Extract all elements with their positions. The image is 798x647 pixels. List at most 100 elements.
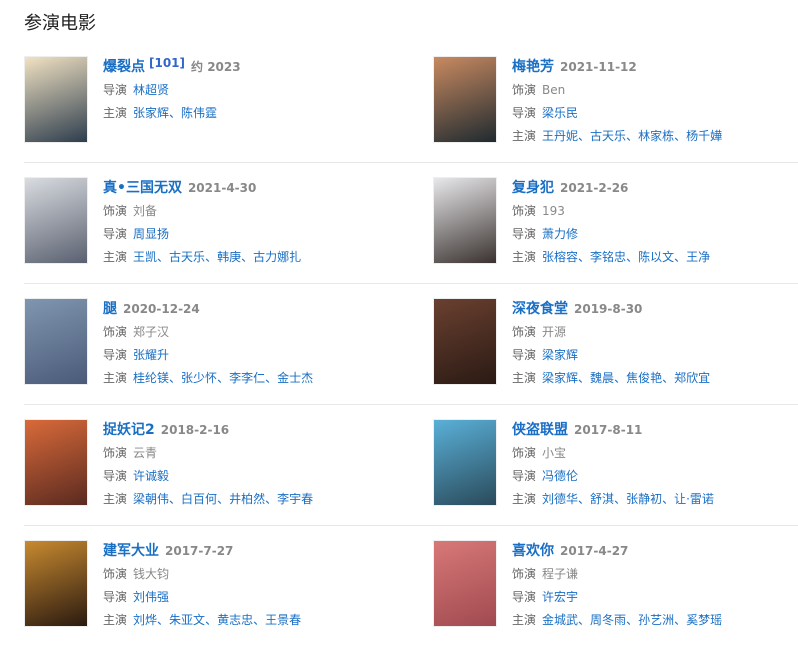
- star-link[interactable]: 刘烨: [133, 613, 158, 627]
- movie-title-link[interactable]: 梅艳芳: [512, 59, 554, 75]
- director-link[interactable]: 梁家辉: [542, 348, 579, 362]
- star-link[interactable]: 让·雷诺: [674, 492, 714, 506]
- star-link[interactable]: 梁朝伟: [133, 492, 170, 506]
- movie-title-link[interactable]: 捉妖记2: [103, 422, 155, 438]
- movie-title-link[interactable]: 喜欢你: [512, 543, 554, 559]
- role-label: 饰演: [103, 325, 128, 339]
- star-link[interactable]: 王丹妮: [542, 129, 579, 143]
- director-link[interactable]: 梁乐民: [542, 106, 579, 120]
- star-link[interactable]: 王净: [686, 250, 711, 264]
- movie-poster[interactable]: [433, 540, 497, 627]
- star-link[interactable]: 古天乐: [169, 250, 206, 264]
- separator: 、: [662, 371, 675, 385]
- star-link[interactable]: 孙艺洲: [638, 613, 675, 627]
- movie-item: 复身犯 2021-2-26 饰演 193 导演 萧力修 主演 张榕容、李铭忠、陈以文、王净: [433, 163, 798, 284]
- separator: 、: [169, 492, 182, 506]
- separator: 、: [626, 250, 639, 264]
- star-link[interactable]: 李铭忠: [590, 250, 627, 264]
- star-link[interactable]: 王凯: [133, 250, 158, 264]
- star-link[interactable]: 黄志忠: [217, 613, 254, 627]
- star-link[interactable]: 古天乐: [590, 129, 627, 143]
- director-link[interactable]: 许宏宇: [542, 590, 579, 604]
- director-label: 导演: [103, 227, 128, 241]
- star-link[interactable]: 金城武: [542, 613, 579, 627]
- star-link[interactable]: 王景春: [265, 613, 302, 627]
- director-label: 导演: [512, 590, 537, 604]
- release-date: 2021-4-30: [187, 181, 257, 195]
- movie-poster[interactable]: [433, 177, 497, 264]
- director-link[interactable]: 萧力修: [542, 227, 579, 241]
- star-link[interactable]: 舒淇: [590, 492, 615, 506]
- star-link[interactable]: 杨千嬅: [686, 129, 723, 143]
- movie-title-link[interactable]: 腿: [103, 301, 117, 317]
- starring-label: 主演: [512, 129, 537, 143]
- star-link[interactable]: 韩庚: [217, 250, 242, 264]
- director-link[interactable]: 周显扬: [133, 227, 170, 241]
- star-link[interactable]: 古力娜扎: [253, 250, 302, 264]
- movie-poster[interactable]: [433, 56, 497, 143]
- movie-title-link[interactable]: 爆裂点: [103, 59, 145, 75]
- star-link[interactable]: 金士杰: [277, 371, 314, 385]
- star-link[interactable]: 周冬雨: [590, 613, 627, 627]
- role-value: 开源: [542, 325, 567, 339]
- star-link[interactable]: 白百何: [181, 492, 218, 506]
- star-link[interactable]: 朱亚文: [169, 613, 206, 627]
- star-link[interactable]: 桂纶镁: [133, 371, 170, 385]
- movie-title-link[interactable]: 真•三国无双: [103, 180, 182, 196]
- star-link[interactable]: 刘德华: [542, 492, 579, 506]
- separator: 、: [578, 613, 591, 627]
- movie-title-link[interactable]: 深夜食堂: [512, 301, 568, 317]
- star-link[interactable]: 林家栋: [638, 129, 675, 143]
- separator: 、: [253, 613, 266, 627]
- star-link[interactable]: 李李仁: [229, 371, 266, 385]
- separator: 、: [626, 613, 639, 627]
- star-link[interactable]: 张少怀: [181, 371, 218, 385]
- movie-poster[interactable]: [24, 56, 88, 143]
- movie-poster[interactable]: [24, 419, 88, 506]
- star-link[interactable]: 井柏然: [229, 492, 266, 506]
- star-link[interactable]: 陈以文: [638, 250, 675, 264]
- star-link[interactable]: 梁家辉: [542, 371, 579, 385]
- movie-poster[interactable]: [433, 419, 497, 506]
- separator: 、: [169, 106, 182, 120]
- separator: 、: [662, 492, 675, 506]
- role-label: 饰演: [103, 567, 128, 581]
- starring-label: 主演: [512, 250, 537, 264]
- star-link[interactable]: 张家辉: [133, 106, 170, 120]
- citation-badge[interactable]: [101]: [149, 56, 186, 70]
- director-link[interactable]: 林超贤: [133, 83, 170, 97]
- movie-poster[interactable]: [24, 540, 88, 627]
- role-value: 云青: [133, 446, 158, 460]
- separator: 、: [578, 492, 591, 506]
- separator: 、: [614, 492, 627, 506]
- star-link[interactable]: 郑欣宜: [674, 371, 711, 385]
- director-link[interactable]: 张耀升: [133, 348, 170, 362]
- director-label: 导演: [103, 469, 128, 483]
- separator: 、: [614, 371, 627, 385]
- movie-title-link[interactable]: 复身犯: [512, 180, 554, 196]
- director-label: 导演: [512, 227, 537, 241]
- director-link[interactable]: 冯德伦: [542, 469, 579, 483]
- director-link[interactable]: 许诚毅: [133, 469, 170, 483]
- starring-label: 主演: [512, 492, 537, 506]
- star-link[interactable]: 张静初: [626, 492, 663, 506]
- separator: 、: [578, 371, 591, 385]
- movie-title-link[interactable]: 侠盗联盟: [512, 422, 568, 438]
- director-link[interactable]: 刘伟强: [133, 590, 170, 604]
- star-link[interactable]: 焦俊艳: [626, 371, 663, 385]
- movie-poster[interactable]: [24, 298, 88, 385]
- star-link[interactable]: 奚梦瑶: [686, 613, 723, 627]
- star-link[interactable]: 张榕容: [542, 250, 579, 264]
- star-link[interactable]: 魏晨: [590, 371, 615, 385]
- separator: 、: [157, 613, 170, 627]
- movie-title-link[interactable]: 建军大业: [103, 543, 159, 559]
- separator: 、: [265, 492, 278, 506]
- movie-poster[interactable]: [24, 177, 88, 264]
- role-value: 刘备: [133, 204, 158, 218]
- star-link[interactable]: 陈伟霆: [181, 106, 218, 120]
- section-title: 参演电影: [24, 13, 96, 34]
- starring-label: 主演: [103, 492, 128, 506]
- movie-poster[interactable]: [433, 298, 497, 385]
- star-link[interactable]: 李宇春: [277, 492, 314, 506]
- movie-item: 爆裂点 [101] 约 2023 导演 林超贤 主演 张家辉、陈伟霆: [24, 42, 433, 163]
